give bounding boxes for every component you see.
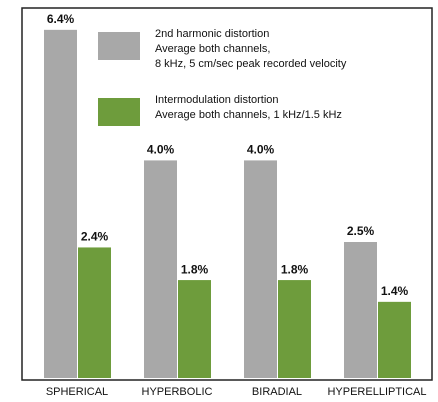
legend-label: 2nd harmonic distortion	[155, 28, 269, 40]
x-tick-label: HYPERBOLIC	[142, 386, 213, 398]
legend-label: Average both channels,	[155, 43, 270, 55]
legend-label: 8 kHz, 5 cm/sec peak recorded velocity	[155, 58, 347, 70]
x-tick-label: SPHERICAL	[46, 386, 108, 398]
bar	[378, 301, 411, 378]
x-tick-label: HYPERELLIPTICAL	[327, 386, 426, 398]
data-label: 1.8%	[181, 262, 209, 276]
data-label: 4.0%	[247, 143, 275, 157]
bar	[178, 280, 211, 378]
data-label: 2.4%	[81, 230, 109, 244]
bar	[78, 247, 111, 378]
data-label: 4.0%	[147, 143, 175, 157]
data-label: 2.5%	[347, 224, 375, 238]
data-label: 6.4%	[47, 12, 75, 26]
x-tick-label: BIRADIAL	[252, 386, 302, 398]
bar	[44, 29, 77, 379]
legend-swatch	[98, 98, 140, 126]
legend-label: Intermodulation distortion	[155, 94, 279, 106]
bar	[344, 242, 377, 378]
data-label: 1.4%	[381, 284, 409, 298]
bar	[144, 160, 177, 378]
legend-label: Average both channels, 1 kHz/1.5 kHz	[155, 109, 342, 121]
bar	[244, 160, 277, 378]
data-label: 1.8%	[281, 262, 309, 276]
bar	[278, 280, 311, 378]
frame	[21, 7, 433, 381]
legend-swatch	[98, 32, 140, 60]
